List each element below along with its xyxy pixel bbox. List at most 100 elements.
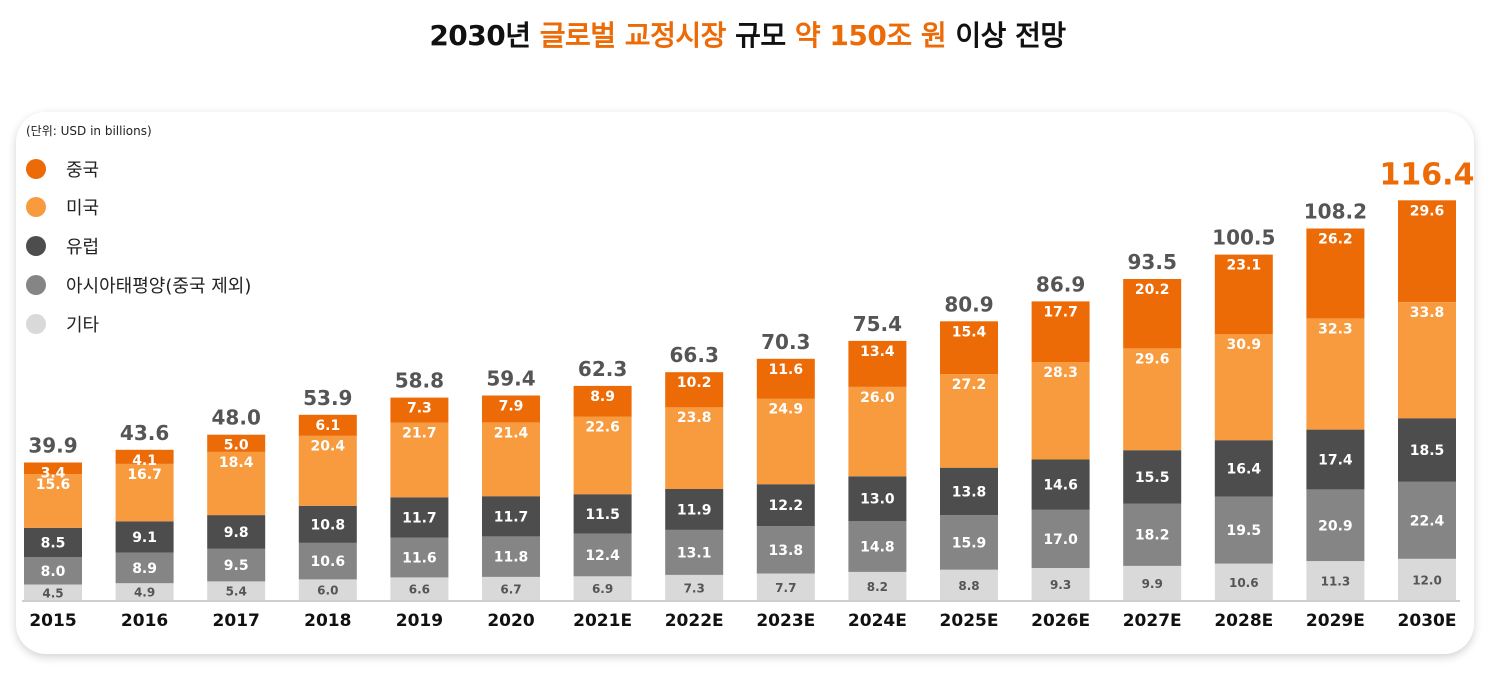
x-tick-label: 2027E: [1123, 611, 1182, 631]
bar-segment: [940, 374, 998, 468]
segment-value-label: 20.9: [1318, 518, 1353, 534]
bar-segment: [1123, 566, 1182, 600]
total-value-label: 80.9: [944, 292, 993, 316]
bar-segment: [298, 505, 357, 543]
bar-segment: [1214, 254, 1273, 334]
bar-segment: [756, 526, 815, 574]
segment-value-label: 32.3: [1318, 322, 1353, 338]
bar-segment: [115, 463, 174, 522]
segment-value-label: 12.0: [1412, 573, 1442, 587]
bar-segment: [940, 515, 998, 570]
bar-segment: [848, 476, 907, 521]
segment-value-label: 6.0: [317, 584, 338, 598]
legend-swatch-other: [26, 314, 46, 334]
bar-segment: [390, 537, 449, 578]
segment-value-label: 9.8: [224, 525, 249, 541]
bar-segment: [848, 521, 907, 572]
segment-value-label: 14.6: [1043, 478, 1078, 494]
bar-segment: [207, 515, 266, 549]
bar-segment: [756, 358, 815, 399]
x-tick-label: 2020: [487, 611, 534, 631]
bar-segment: [665, 529, 724, 575]
bar-segment: [24, 557, 82, 585]
page-title-part: 약 150조 원: [794, 19, 947, 52]
page-title-part: 이상 전망: [946, 19, 1066, 52]
bar-segment: [482, 422, 540, 497]
bar-segment: [1123, 279, 1182, 349]
segment-value-label: 24.9: [769, 402, 804, 418]
total-value-label: 86.9: [1036, 272, 1085, 296]
segment-value-label: 10.2: [677, 375, 712, 391]
segment-value-label: 19.5: [1227, 523, 1262, 539]
legend-label-china: 중국: [66, 160, 100, 181]
segment-value-label: 11.7: [494, 509, 529, 525]
segment-value-label: 8.8: [958, 579, 979, 593]
bar-segment: [848, 571, 907, 600]
bar-segment: [115, 552, 174, 584]
segment-value-label: 12.4: [585, 548, 620, 564]
bar-segment: [298, 435, 357, 506]
segment-value-label: 15.5: [1135, 470, 1170, 486]
bar-segment: [1306, 318, 1365, 430]
bar-segment: [573, 494, 632, 534]
segment-value-label: 16.7: [127, 467, 162, 483]
x-tick-label: 2029E: [1306, 611, 1365, 631]
segment-value-label: 23.1: [1227, 258, 1262, 274]
total-value-label: 43.6: [120, 421, 169, 445]
bar-segment: [24, 527, 82, 557]
segment-value-label: 13.8: [952, 484, 987, 500]
legend-item-europe: 유럽: [26, 235, 99, 258]
segment-value-label: 17.7: [1043, 304, 1078, 320]
bar-segment: [573, 416, 632, 495]
bar-segment: [756, 398, 815, 485]
page-title-part: 글로벌 교정시장: [539, 19, 727, 52]
segment-value-label: 15.9: [952, 535, 987, 551]
bar-segment: [390, 422, 449, 498]
x-tick-label: 2021E: [573, 611, 632, 631]
bar-segment: [940, 467, 998, 516]
segment-value-label: 3.4: [41, 466, 66, 482]
bar-segment: [390, 577, 449, 600]
segment-value-label: 17.0: [1043, 532, 1078, 548]
segment-value-label: 8.9: [132, 561, 157, 577]
segment-value-label: 7.9: [499, 399, 524, 415]
bar-segment: [1306, 429, 1365, 490]
bar-segment: [482, 395, 540, 423]
total-value-label: 75.4: [853, 312, 902, 336]
segment-value-label: 13.8: [769, 543, 804, 559]
bar-segment: [1398, 418, 1456, 482]
bar-segment: [1031, 459, 1090, 510]
segment-value-label: 15.6: [36, 477, 71, 493]
page-title: 2030년 글로벌 교정시장 규모 약 150조 원 이상 전망: [0, 14, 1495, 54]
segment-value-label: 11.6: [402, 550, 437, 566]
x-tick-label: 2016: [121, 611, 168, 631]
bar-segment: [207, 581, 266, 600]
legend-label-apac: 아시아태평양(중국 제외): [66, 276, 252, 297]
bar-segment: [573, 385, 632, 417]
bar-segment: [1306, 561, 1365, 600]
bar-segment: [756, 484, 815, 527]
segment-value-label: 8.2: [867, 580, 888, 594]
bar-segment: [1214, 496, 1273, 564]
bar-segment: [298, 543, 357, 580]
segment-value-label: 18.5: [1410, 443, 1445, 459]
bar-segment: [115, 521, 174, 553]
bar-segment: [482, 496, 540, 537]
x-tick-label: 2022E: [665, 611, 724, 631]
bar-segment: [1398, 302, 1456, 419]
bar-segment: [1214, 440, 1273, 497]
bar-segment: [1398, 200, 1456, 302]
bar-segment: [482, 577, 540, 600]
bar-segment: [573, 576, 632, 600]
bar-segment: [848, 340, 907, 387]
segment-value-label: 20.4: [311, 439, 346, 455]
legend-label-other: 기타: [66, 315, 100, 336]
segment-value-label: 9.1: [132, 530, 157, 546]
segment-value-label: 11.9: [677, 503, 712, 519]
bar-segment: [1123, 503, 1182, 566]
x-tick-label: 2026E: [1031, 611, 1090, 631]
segment-value-label: 7.3: [407, 401, 432, 417]
bar-segment: [115, 583, 174, 600]
segment-value-label: 5.4: [226, 585, 247, 599]
bar-segment: [1214, 334, 1273, 441]
